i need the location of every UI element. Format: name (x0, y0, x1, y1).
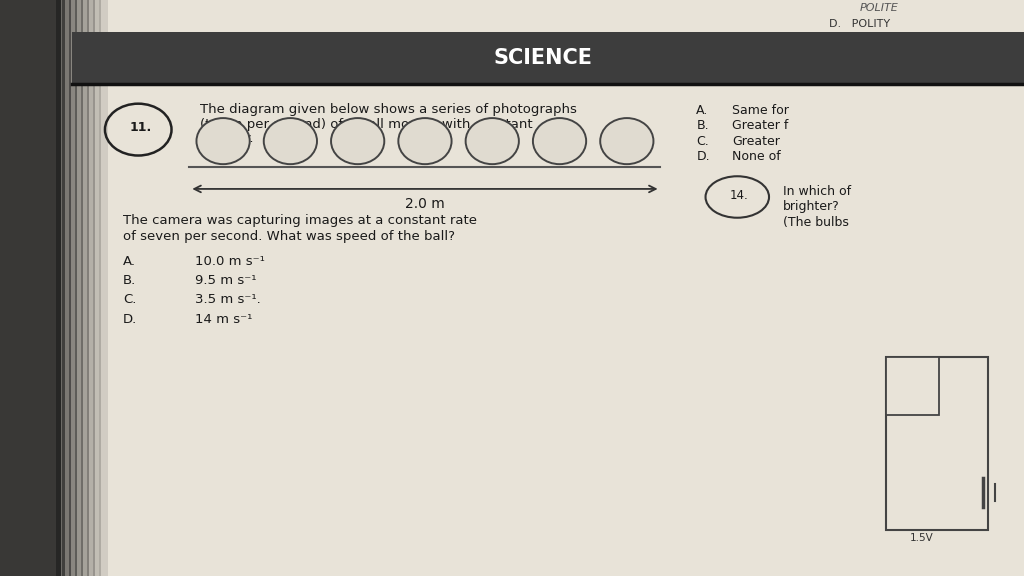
Text: C.: C. (696, 135, 709, 148)
Ellipse shape (197, 118, 250, 164)
Text: of seven per second. What was speed of the ball?: of seven per second. What was speed of t… (123, 230, 455, 244)
Text: 11.: 11. (129, 122, 152, 134)
Text: 1.5V: 1.5V (909, 533, 934, 543)
Text: A.: A. (696, 104, 709, 117)
FancyBboxPatch shape (886, 357, 988, 530)
FancyBboxPatch shape (99, 0, 108, 576)
Text: B.: B. (696, 119, 709, 132)
Text: 10.0 m s⁻¹: 10.0 m s⁻¹ (195, 255, 264, 268)
Text: 2.0 m: 2.0 m (406, 197, 444, 211)
Text: SCIENCE: SCIENCE (494, 48, 592, 67)
Text: Same for: Same for (732, 104, 790, 117)
Text: velocity.: velocity. (200, 132, 254, 146)
FancyBboxPatch shape (75, 0, 83, 576)
Text: The camera was capturing images at a constant rate: The camera was capturing images at a con… (123, 214, 477, 228)
Text: Greater: Greater (732, 135, 780, 148)
FancyBboxPatch shape (72, 32, 1024, 84)
Text: The diagram given below shows a series of photographs: The diagram given below shows a series o… (200, 103, 577, 116)
Text: D.   POLITY: D. POLITY (829, 19, 891, 29)
Ellipse shape (532, 118, 586, 164)
Ellipse shape (331, 118, 384, 164)
Ellipse shape (398, 118, 452, 164)
Text: brighter?: brighter? (783, 200, 840, 214)
FancyBboxPatch shape (886, 357, 939, 415)
Text: None of: None of (732, 150, 781, 164)
Text: 3.5 m s⁻¹.: 3.5 m s⁻¹. (195, 293, 260, 306)
Text: 14 m s⁻¹: 14 m s⁻¹ (195, 313, 252, 326)
FancyBboxPatch shape (0, 0, 61, 576)
FancyBboxPatch shape (93, 0, 101, 576)
FancyBboxPatch shape (81, 0, 89, 576)
Text: POLITE: POLITE (860, 3, 899, 13)
FancyBboxPatch shape (69, 0, 77, 576)
Ellipse shape (466, 118, 519, 164)
Ellipse shape (264, 118, 317, 164)
Text: B.: B. (123, 274, 136, 287)
Ellipse shape (600, 118, 653, 164)
Text: 9.5 m s⁻¹: 9.5 m s⁻¹ (195, 274, 256, 287)
Text: In which of: In which of (783, 185, 852, 199)
Text: (taken per second) of a ball moving with constant: (taken per second) of a ball moving with… (200, 118, 532, 131)
FancyBboxPatch shape (87, 0, 95, 576)
Text: Greater f: Greater f (732, 119, 788, 132)
Text: (The bulbs: (The bulbs (783, 216, 849, 229)
Text: D.: D. (696, 150, 710, 164)
FancyBboxPatch shape (56, 0, 65, 576)
Text: D.: D. (123, 313, 137, 326)
Text: 14.: 14. (730, 190, 749, 202)
Text: A.: A. (123, 255, 136, 268)
Text: C.: C. (123, 293, 136, 306)
FancyBboxPatch shape (62, 0, 71, 576)
